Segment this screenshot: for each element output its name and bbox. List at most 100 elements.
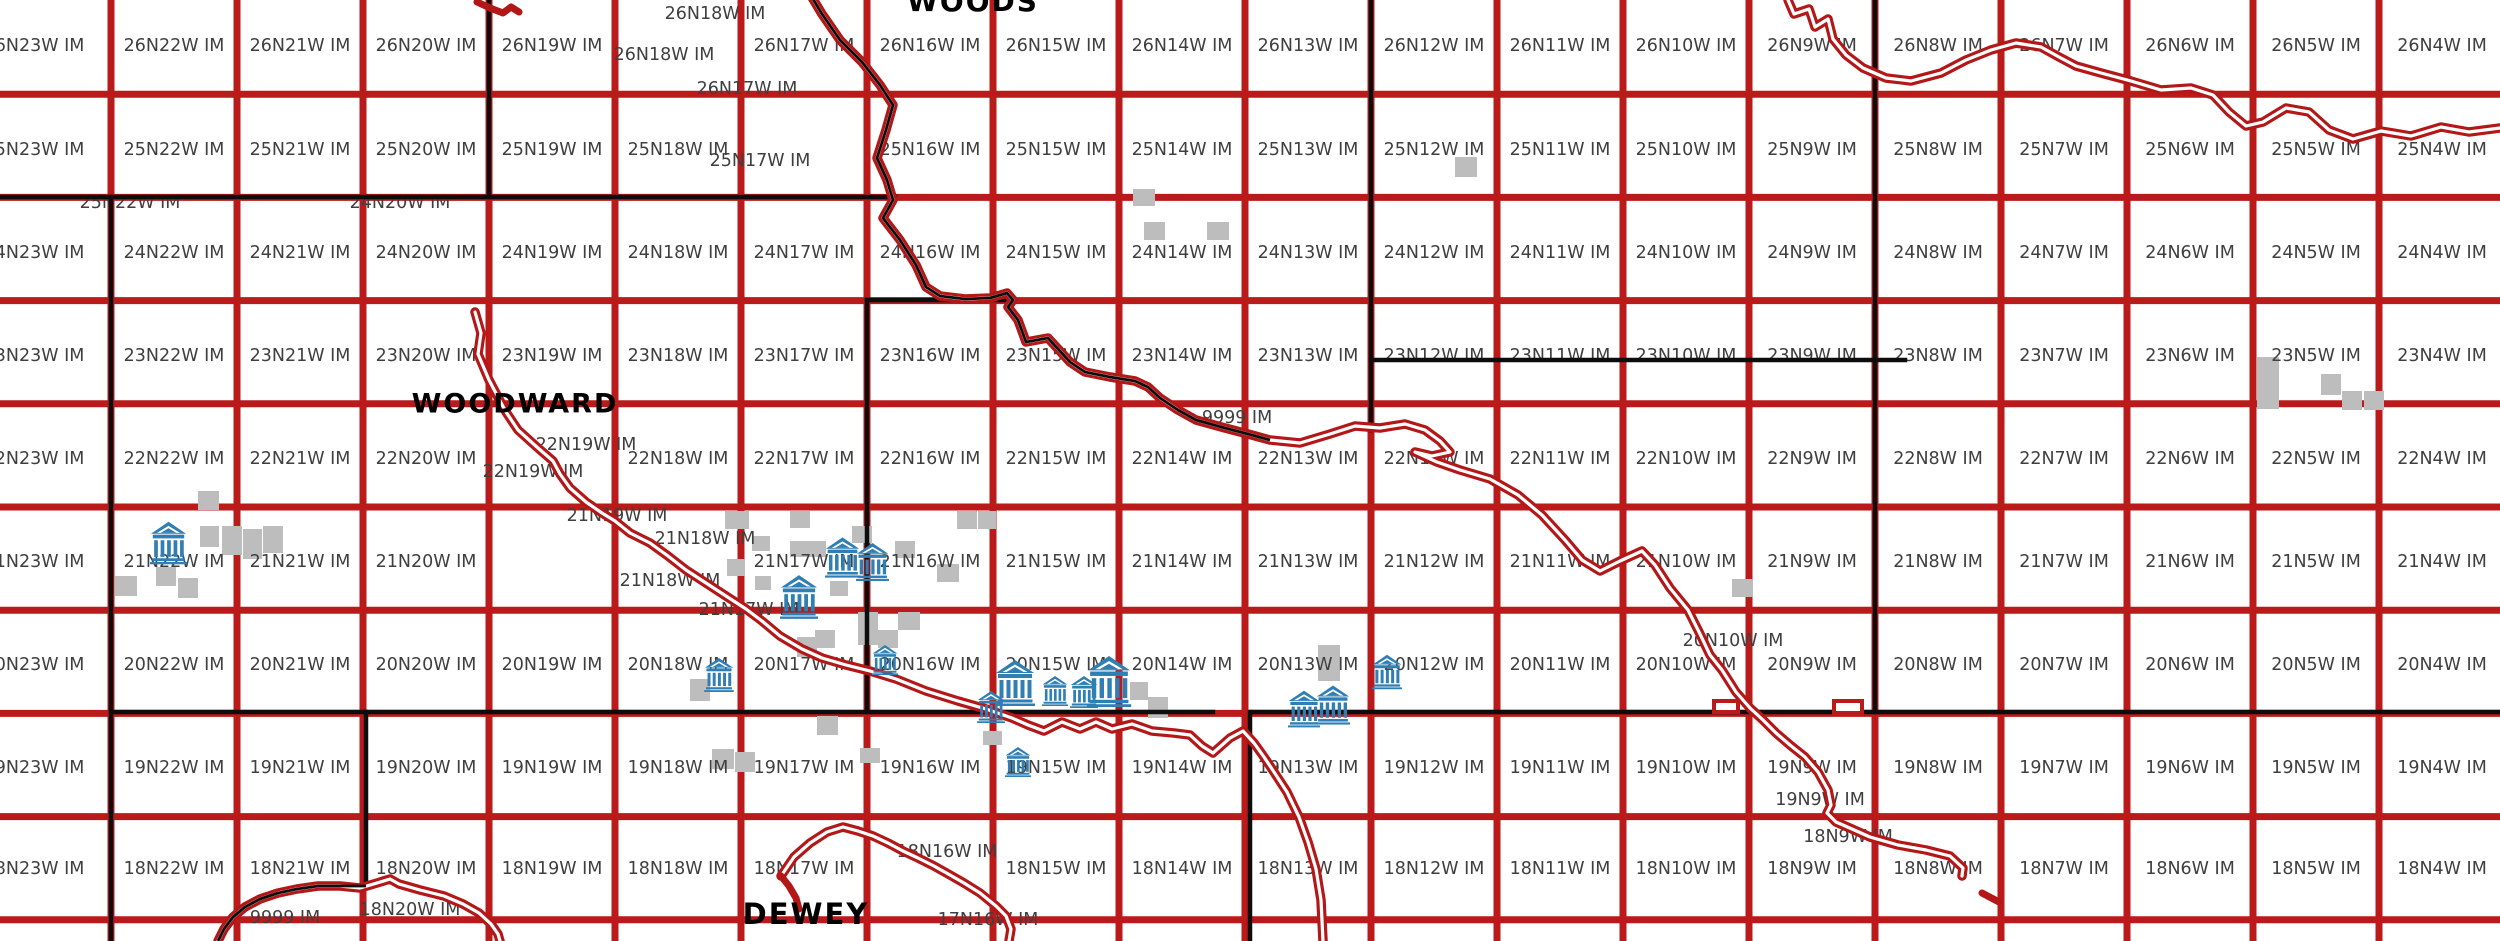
- courthouse-icon[interactable]: [1316, 685, 1350, 725]
- courthouse-icon[interactable]: [856, 543, 889, 581]
- township-label: 21N6W IM: [2145, 552, 2235, 572]
- building-footprint-mark: [1455, 157, 1477, 177]
- township-label: 19N22W IM: [124, 758, 225, 778]
- building-footprint-mark: [156, 567, 176, 586]
- township-label: 19N19W IM: [502, 758, 603, 778]
- river-boundary-woods-river-boundary: [811, 0, 1271, 442]
- bridge-mark-layer: [1712, 699, 1864, 715]
- township-label: 23N16W IM: [880, 346, 981, 366]
- township-label: 26N12W IM: [1384, 36, 1485, 56]
- township-label: 25N6W IM: [2145, 140, 2235, 160]
- township-label: 26N8W IM: [1893, 36, 1983, 56]
- river-top-edge-stream-fragment: [473, 0, 523, 17]
- township-label: 18N17W IM: [754, 859, 855, 879]
- township-label: 20N14W IM: [1132, 655, 1233, 675]
- building-footprint-mark: [1207, 222, 1229, 240]
- township-label: 19N18W IM: [628, 758, 729, 778]
- township-label: 23N13W IM: [1258, 346, 1359, 366]
- township-label: 20N4W IM: [2397, 655, 2487, 675]
- river-cimarron-detached-dash: [1978, 889, 2003, 906]
- bridge-notch-mark: [1832, 699, 1864, 715]
- courthouse-icon[interactable]: [1288, 690, 1320, 728]
- township-label: 22N10W IM: [1636, 449, 1737, 469]
- township-label: 22N6W IM: [2145, 449, 2235, 469]
- township-label: 18N15W IM: [1006, 859, 1107, 879]
- township-label: 18N5W IM: [2271, 859, 2361, 879]
- township-label: 23N17W IM: [754, 346, 855, 366]
- county-name-label: WOODS: [907, 0, 1039, 18]
- building-footprint-mark: [243, 529, 262, 559]
- township-label: 26N22W IM: [124, 36, 225, 56]
- township-label: 22N21W IM: [250, 449, 351, 469]
- township-label-offset: 19N9W IM: [1775, 790, 1865, 810]
- township-label: 21N7W IM: [2019, 552, 2109, 572]
- township-label: 21N17W IM: [754, 552, 855, 572]
- township-label: 26N15W IM: [1006, 36, 1107, 56]
- courthouse-icon[interactable]: [1041, 676, 1069, 706]
- township-label: 20N22W IM: [124, 655, 225, 675]
- township-label: 26N16W IM: [880, 36, 981, 56]
- building-footprint-mark: [2321, 374, 2341, 395]
- township-label: 23N8W IM: [1893, 346, 1983, 366]
- township-label: 19N6W IM: [2145, 758, 2235, 778]
- township-label: 20N23W IM: [0, 655, 84, 675]
- township-label: 25N18W IM: [628, 140, 729, 160]
- township-label: 20N16W IM: [880, 655, 981, 675]
- township-label: 23N15W IM: [1006, 346, 1107, 366]
- township-label-offset: 18N20W IM: [360, 900, 461, 920]
- township-label: 25N13W IM: [1258, 140, 1359, 160]
- township-label: 22N8W IM: [1893, 449, 1983, 469]
- building-footprint-mark: [727, 559, 745, 576]
- township-label-offset: 26N17W IM: [697, 79, 798, 99]
- township-label: 23N4W IM: [2397, 346, 2487, 366]
- township-label: 25N10W IM: [1636, 140, 1737, 160]
- township-label: 19N4W IM: [2397, 758, 2487, 778]
- township-label: 25N20W IM: [376, 140, 477, 160]
- building-footprint-mark: [1732, 579, 1753, 597]
- township-label: 23N12W IM: [1384, 346, 1485, 366]
- township-label-offset: 25N17W IM: [710, 151, 811, 171]
- township-label: 22N9W IM: [1767, 449, 1857, 469]
- township-label: 23N7W IM: [2019, 346, 2109, 366]
- township-label-layer: 26N23W IM 26N22W IM 26N21W IM 26N20W IM 26N1…: [0, 4, 2487, 930]
- building-footprint-mark: [2257, 357, 2279, 409]
- building-footprint-mark: [200, 526, 219, 547]
- township-label: 26N23W IM: [0, 36, 84, 56]
- township-label: 23N6W IM: [2145, 346, 2235, 366]
- township-label: 26N6W IM: [2145, 36, 2235, 56]
- township-label: 18N13W IM: [1258, 859, 1359, 879]
- township-label: 19N10W IM: [1636, 758, 1737, 778]
- township-label: 24N12W IM: [1384, 243, 1485, 263]
- township-label: 24N14W IM: [1132, 243, 1233, 263]
- county-name-layer: WOODS WOODWARD DEWEY: [412, 0, 1039, 931]
- township-label: 20N19W IM: [502, 655, 603, 675]
- township-label: 20N5W IM: [2271, 655, 2361, 675]
- township-label: 18N14W IM: [1132, 859, 1233, 879]
- township-label: 23N23W IM: [0, 346, 84, 366]
- township-label: 24N6W IM: [2145, 243, 2235, 263]
- township-label: 24N10W IM: [1636, 243, 1737, 263]
- township-label: 25N16W IM: [880, 140, 981, 160]
- township-label: 20N13W IM: [1258, 655, 1359, 675]
- township-label: 19N16W IM: [880, 758, 981, 778]
- township-label: 18N23W IM: [0, 859, 84, 879]
- township-label: 21N8W IM: [1893, 552, 1983, 572]
- building-footprint-mark: [1318, 645, 1340, 681]
- building-footprint-mark: [712, 749, 734, 769]
- township-label: 18N11W IM: [1510, 859, 1611, 879]
- township-label: 26N5W IM: [2271, 36, 2361, 56]
- township-label: 24N19W IM: [502, 243, 603, 263]
- building-footprint-mark: [878, 630, 898, 648]
- township-label: 21N9W IM: [1767, 552, 1857, 572]
- river-salt-fork-river: [1783, 0, 2500, 144]
- township-label: 18N19W IM: [502, 859, 603, 879]
- building-footprint-mark: [263, 526, 283, 553]
- township-label: 19N21W IM: [250, 758, 351, 778]
- river-core-salt-fork-river: [1786, 0, 2500, 141]
- township-label: 18N9W IM: [1767, 859, 1857, 879]
- township-label: 26N14W IM: [1132, 36, 1233, 56]
- building-footprint-mark: [978, 511, 996, 529]
- township-label: 22N5W IM: [2271, 449, 2361, 469]
